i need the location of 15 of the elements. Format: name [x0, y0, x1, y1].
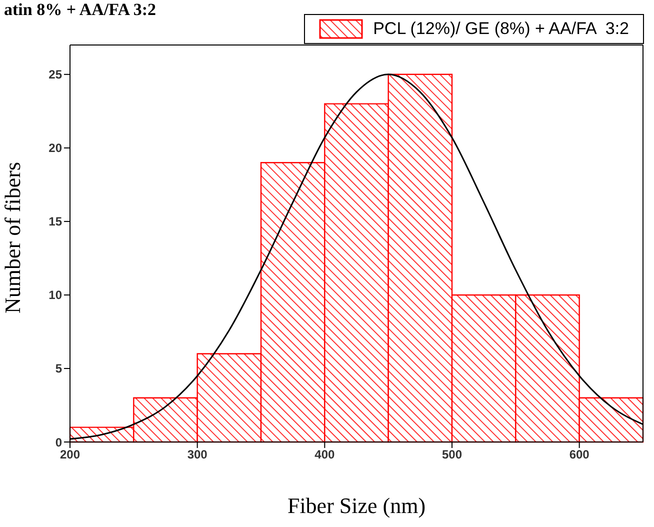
x-tick-label: 300 [187, 448, 208, 462]
legend-label: PCL (12%)/ GE (8%) + AA/FA 3:2 [373, 19, 629, 39]
chart-title: atin 8% + AA/FA 3:2 [4, 0, 156, 20]
y-tick-label: 25 [48, 68, 62, 82]
x-tick-label: 400 [314, 448, 335, 462]
y-tick-label: 15 [48, 214, 62, 229]
x-tick-label: 600 [569, 448, 590, 462]
y-tick-label: 10 [48, 288, 62, 302]
x-tick-label: 500 [442, 448, 462, 462]
y-tick-label: 5 [55, 362, 62, 376]
x-axis-title: Fiber Size (nm) [287, 493, 426, 518]
y-tick-label: 20 [48, 141, 62, 156]
x-tick-label: 200 [60, 448, 80, 462]
y-tick-label: 0 [55, 435, 62, 450]
y-axis-title: Number of fibers [0, 162, 25, 314]
